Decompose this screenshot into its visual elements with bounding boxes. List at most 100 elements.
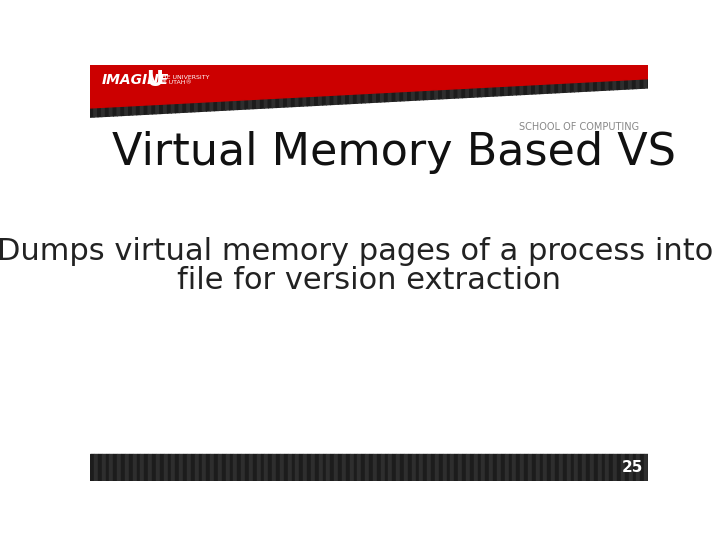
Bar xyxy=(636,454,640,481)
Bar xyxy=(377,454,381,481)
Bar xyxy=(323,454,326,481)
Polygon shape xyxy=(609,80,613,90)
Text: SCHOOL OF COMPUTING: SCHOOL OF COMPUTING xyxy=(518,122,639,132)
Polygon shape xyxy=(287,97,292,107)
Polygon shape xyxy=(454,88,458,98)
Polygon shape xyxy=(241,99,245,109)
Polygon shape xyxy=(361,93,365,103)
Polygon shape xyxy=(350,93,354,104)
Polygon shape xyxy=(214,100,218,111)
Bar xyxy=(601,454,606,481)
Polygon shape xyxy=(652,77,656,87)
Bar xyxy=(241,454,245,481)
Bar xyxy=(438,454,443,481)
Bar xyxy=(346,454,350,481)
Bar xyxy=(156,454,160,481)
Bar xyxy=(160,454,163,481)
Polygon shape xyxy=(381,92,384,102)
Bar xyxy=(419,454,423,481)
Bar xyxy=(330,454,334,481)
Bar xyxy=(222,454,225,481)
Polygon shape xyxy=(284,97,287,107)
Bar xyxy=(431,454,435,481)
Bar xyxy=(497,454,500,481)
Bar xyxy=(474,454,477,481)
Polygon shape xyxy=(446,88,451,98)
Bar xyxy=(613,454,617,481)
Polygon shape xyxy=(500,85,505,96)
Bar xyxy=(446,454,451,481)
Bar xyxy=(396,454,400,481)
Bar xyxy=(544,454,547,481)
Bar xyxy=(94,454,98,481)
Bar xyxy=(272,454,276,481)
Polygon shape xyxy=(132,105,137,115)
Polygon shape xyxy=(458,87,462,98)
Polygon shape xyxy=(392,91,396,102)
Bar xyxy=(300,454,303,481)
Polygon shape xyxy=(377,92,381,102)
Bar xyxy=(361,454,365,481)
Polygon shape xyxy=(555,83,559,93)
Bar xyxy=(326,454,330,481)
Polygon shape xyxy=(292,96,295,106)
Polygon shape xyxy=(469,87,474,97)
Polygon shape xyxy=(303,96,307,106)
Polygon shape xyxy=(489,86,493,96)
Polygon shape xyxy=(156,104,160,114)
Polygon shape xyxy=(590,81,594,91)
Bar xyxy=(129,454,132,481)
Polygon shape xyxy=(578,82,582,92)
Polygon shape xyxy=(644,78,648,88)
Bar xyxy=(90,454,94,481)
Polygon shape xyxy=(225,100,230,110)
Polygon shape xyxy=(648,78,652,88)
Bar xyxy=(477,454,482,481)
Polygon shape xyxy=(253,98,256,109)
Bar xyxy=(578,454,582,481)
Bar xyxy=(493,454,497,481)
Bar xyxy=(609,454,613,481)
Bar xyxy=(567,454,570,481)
Bar xyxy=(276,454,280,481)
Polygon shape xyxy=(532,84,536,94)
Bar xyxy=(117,454,121,481)
Bar xyxy=(443,454,446,481)
Bar xyxy=(194,454,199,481)
Polygon shape xyxy=(245,99,249,109)
Bar xyxy=(264,454,269,481)
Bar xyxy=(520,454,524,481)
Bar xyxy=(454,454,458,481)
Bar xyxy=(652,454,656,481)
Bar xyxy=(423,454,427,481)
Bar xyxy=(598,454,601,481)
Polygon shape xyxy=(485,86,489,97)
Bar xyxy=(582,454,586,481)
Polygon shape xyxy=(90,107,94,117)
Polygon shape xyxy=(435,89,438,99)
Polygon shape xyxy=(524,84,528,94)
Bar xyxy=(606,454,609,481)
Polygon shape xyxy=(249,99,253,109)
Polygon shape xyxy=(408,90,412,100)
Polygon shape xyxy=(315,95,319,105)
Polygon shape xyxy=(179,102,183,112)
Bar xyxy=(284,454,287,481)
Polygon shape xyxy=(594,80,598,91)
Bar xyxy=(202,454,206,481)
Polygon shape xyxy=(629,79,632,89)
Polygon shape xyxy=(636,78,640,89)
Polygon shape xyxy=(582,81,586,91)
Polygon shape xyxy=(109,106,113,116)
Bar xyxy=(230,454,233,481)
Polygon shape xyxy=(98,106,102,117)
Bar xyxy=(179,454,183,481)
Polygon shape xyxy=(419,90,423,100)
Polygon shape xyxy=(520,84,524,94)
Polygon shape xyxy=(233,99,238,110)
Bar xyxy=(140,454,144,481)
Bar xyxy=(575,454,578,481)
Polygon shape xyxy=(140,104,144,114)
Polygon shape xyxy=(113,106,117,116)
Polygon shape xyxy=(466,87,469,97)
